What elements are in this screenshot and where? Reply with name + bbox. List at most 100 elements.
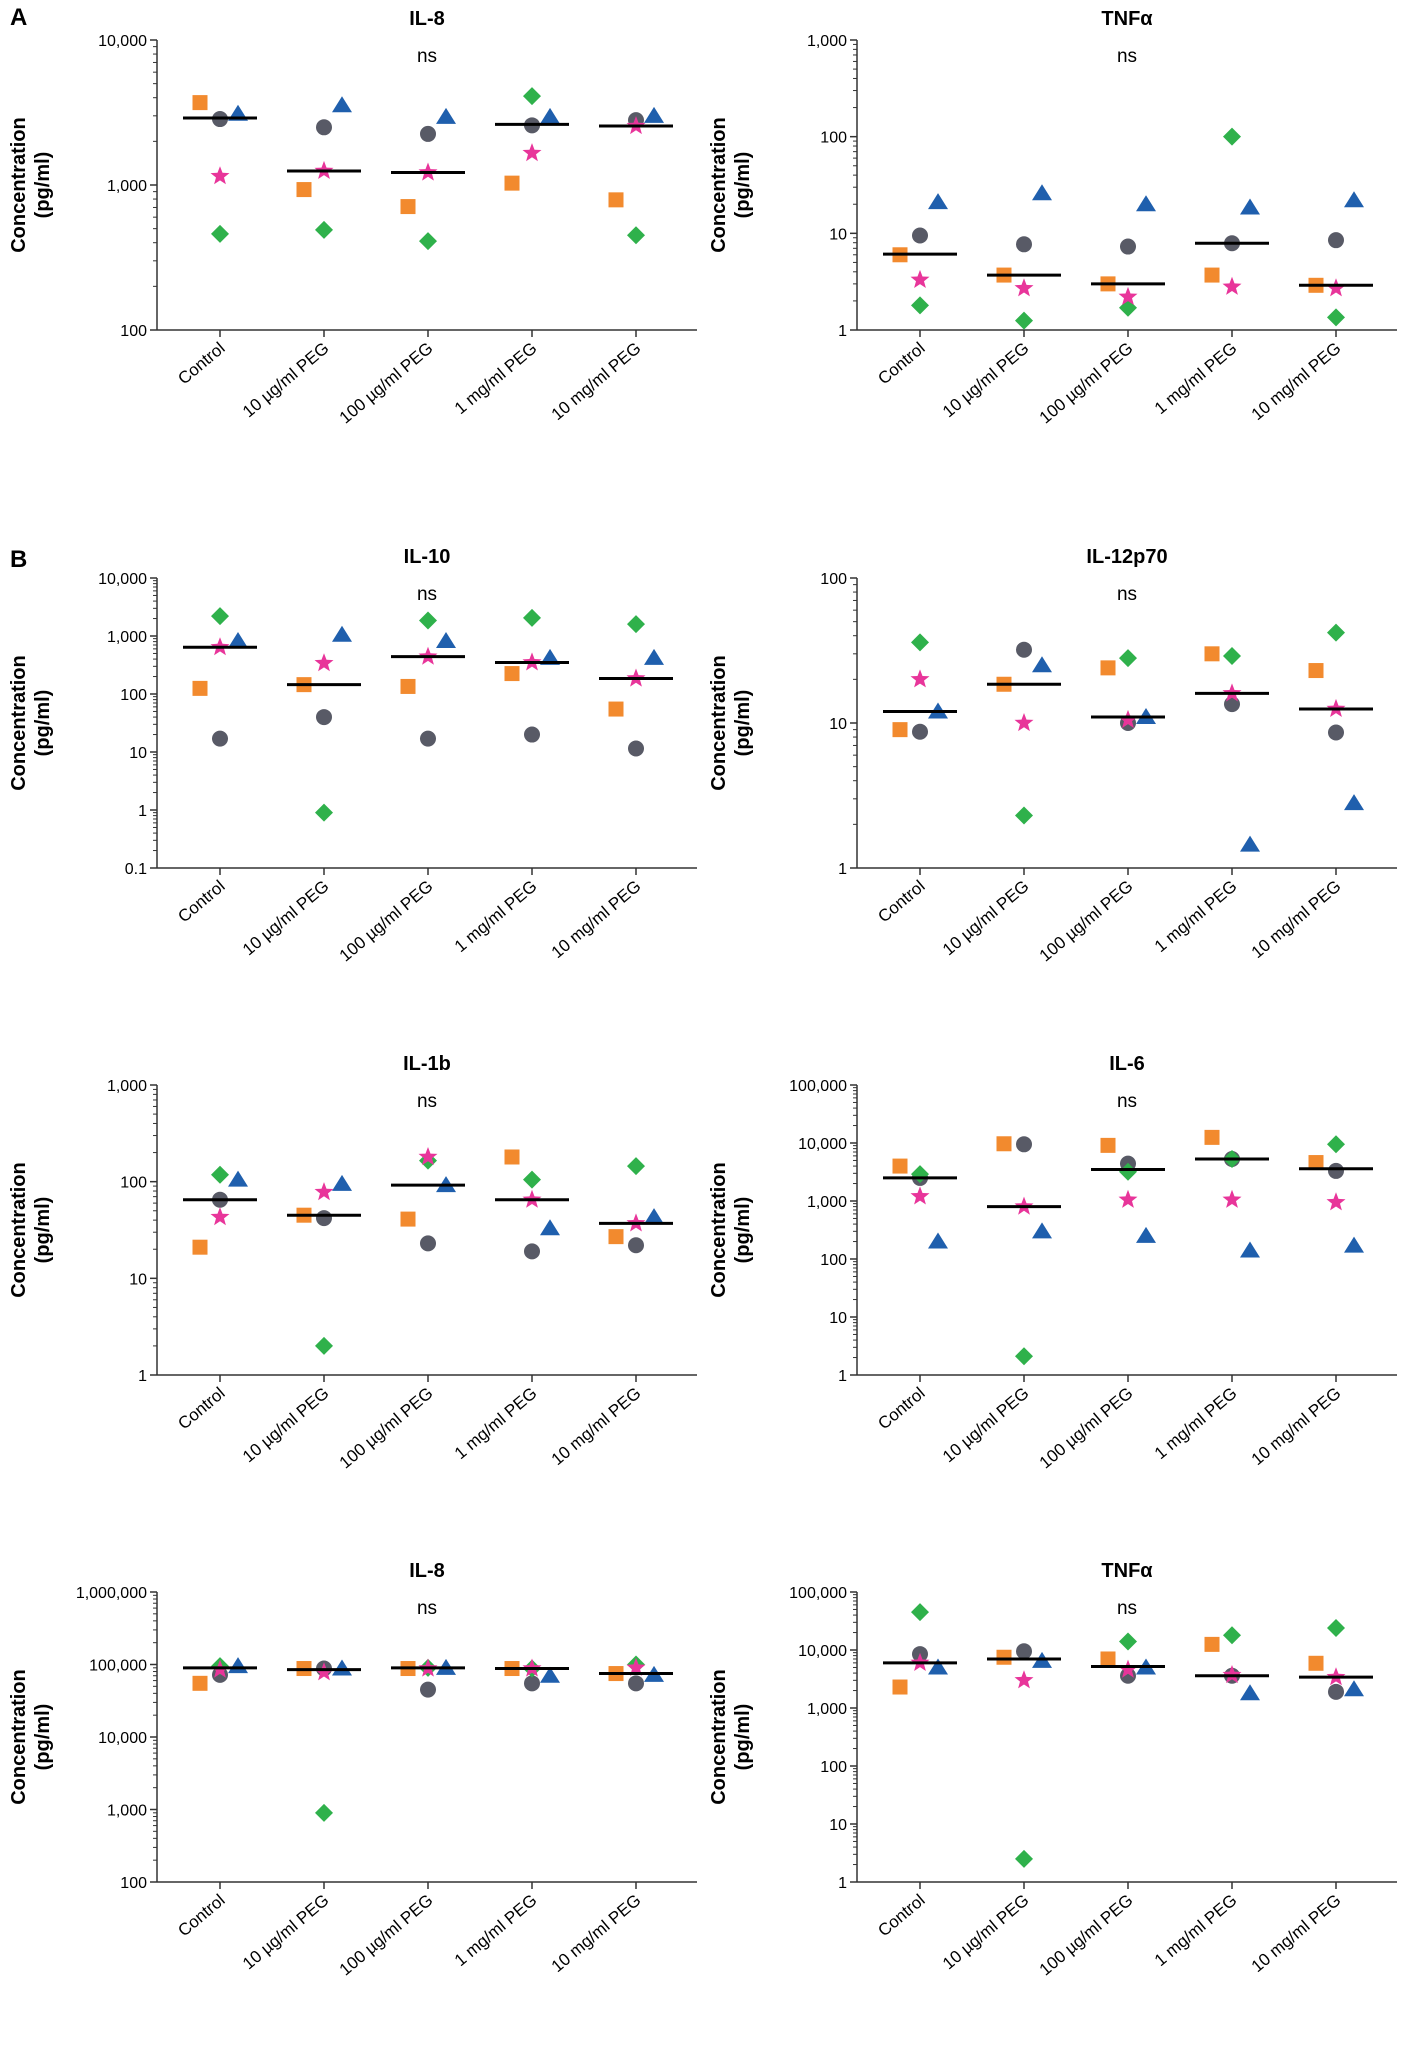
x-tick-label: Control [174, 1384, 228, 1434]
y-axis-label: Concentration (pg/ml) [708, 1162, 754, 1298]
circle-marker [524, 1243, 540, 1260]
circle-marker [628, 740, 644, 757]
square-marker [192, 95, 208, 111]
circle-marker [524, 726, 540, 743]
significance-label: ns [417, 46, 437, 67]
triangle-marker [1136, 1226, 1156, 1243]
chart-il8-bottom: IL-8 ns Concentration (pg/ml) 100 1,000 10,000… [8, 1560, 697, 1979]
chart-title: IL-10 [404, 546, 451, 568]
circle-marker [1328, 1683, 1344, 1700]
y-axis-label-line: (pg/ml) [32, 152, 54, 219]
y-tick-label: 100 [820, 1252, 847, 1269]
significance-label: ns [417, 1598, 437, 1619]
diamond-marker [1223, 127, 1241, 146]
diamond-marker [1015, 806, 1033, 825]
triangle-marker [1344, 1236, 1364, 1253]
diamond-marker [911, 296, 929, 315]
y-axis-label: Concentration (pg/ml) [8, 1669, 54, 1805]
triangle-marker [928, 1232, 948, 1249]
diamond-marker [419, 232, 437, 251]
star-marker [1118, 1189, 1138, 1208]
x-tick-label: 1 mg/ml PEG [1151, 339, 1241, 419]
chart-il1b: IL-1b ns Concentration (pg/ml) 1 10 100 1,000 Co… [8, 1053, 697, 1473]
x-tick-label: 10 µg/ml PEG [239, 1384, 333, 1467]
diamond-marker [1119, 298, 1137, 317]
y-tick-label: 10,000 [98, 33, 147, 50]
star-marker [1326, 1192, 1346, 1211]
chart-title: IL-6 [1109, 1053, 1145, 1075]
chart-il8-panel-a: IL-8 ns Concentration (pg/ml) 100 1,000 10,000… [8, 8, 697, 427]
significance-label: ns [1117, 46, 1137, 67]
y-tick-label: 0.1 [125, 861, 147, 878]
y-tick-label: 1,000 [807, 1194, 847, 1211]
diamond-marker [523, 1170, 541, 1189]
significance-label: ns [1117, 1091, 1137, 1112]
diamond-marker [1119, 1162, 1137, 1181]
circle-marker [316, 1210, 332, 1227]
y-axis-label-line: (pg/ml) [32, 690, 54, 757]
y-tick-label: 1 [838, 1875, 847, 1892]
x-tick-label: 1 mg/ml PEG [1151, 1384, 1241, 1464]
y-axis-label-line: Concentration [708, 655, 730, 791]
star-marker [314, 653, 334, 672]
diamond-marker [627, 226, 645, 245]
triangle-marker [644, 106, 664, 123]
square-marker [608, 1229, 624, 1245]
diamond-marker [315, 1336, 333, 1355]
square-marker [400, 199, 416, 215]
x-tick-label: 1 mg/ml PEG [1151, 1891, 1241, 1971]
y-axis-label-line: Concentration [708, 1669, 730, 1805]
y-axis-label-line: Concentration [8, 117, 30, 253]
x-tick-label: 10 mg/ml PEG [1248, 877, 1345, 963]
square-marker [1100, 1137, 1116, 1153]
circle-marker [420, 730, 436, 747]
y-axis-label-line: (pg/ml) [732, 152, 754, 219]
y-tick-label: 100 [120, 687, 147, 704]
y-axis-label: Concentration (pg/ml) [8, 117, 54, 253]
y-tick-label: 100 [820, 130, 847, 147]
square-marker [1100, 660, 1116, 676]
x-tick-label: 10 µg/ml PEG [239, 339, 333, 422]
square-marker [892, 1158, 908, 1174]
significance-label: ns [417, 1091, 437, 1112]
diamond-marker [1015, 311, 1033, 330]
y-axis-label-line: (pg/ml) [732, 1197, 754, 1264]
diamond-marker [1119, 1632, 1137, 1651]
triangle-marker [1240, 1684, 1260, 1701]
diamond-marker [315, 1803, 333, 1822]
square-marker [504, 175, 520, 191]
triangle-marker [436, 107, 456, 124]
square-marker [1204, 646, 1220, 662]
y-tick-label: 100 [820, 571, 847, 588]
x-tick-label: Control [874, 1384, 928, 1434]
square-marker [1100, 1651, 1116, 1667]
significance-label: ns [1117, 1598, 1137, 1619]
diamond-marker [627, 1157, 645, 1176]
y-axis-label-line: (pg/ml) [732, 690, 754, 757]
circle-marker [1224, 696, 1240, 713]
square-marker [892, 722, 908, 738]
x-tick-label: 1 mg/ml PEG [451, 339, 541, 419]
square-marker [296, 182, 312, 198]
circle-marker [316, 709, 332, 726]
panel-label-b: B [10, 546, 28, 573]
y-tick-label: 100,000 [789, 1078, 847, 1095]
y-tick-label: 10,000 [798, 1136, 847, 1153]
circle-marker [524, 1675, 540, 1692]
x-tick-label: 10 mg/ml PEG [548, 877, 645, 963]
triangle-marker [540, 1219, 560, 1236]
star-marker [1014, 278, 1034, 297]
chart-title: TNFα [1101, 1560, 1153, 1582]
y-axis-label-line: Concentration [8, 1162, 30, 1298]
square-marker [996, 1649, 1012, 1665]
chart-tnfa-panel-a: TNFα ns Concentration (pg/ml) 1 10 100 1,000 Con… [708, 8, 1397, 427]
x-tick-label: 10 mg/ml PEG [1248, 1891, 1345, 1977]
y-tick-label: 1 [138, 803, 147, 820]
y-axis-label: Concentration (pg/ml) [708, 1669, 754, 1805]
x-tick-label: 1 mg/ml PEG [1151, 877, 1241, 957]
x-tick-label: 10 mg/ml PEG [548, 1891, 645, 1977]
square-marker [192, 1675, 208, 1691]
x-tick-label: 100 µg/ml PEG [336, 1384, 437, 1473]
square-marker [192, 680, 208, 696]
x-tick-label: 1 mg/ml PEG [451, 1891, 541, 1971]
